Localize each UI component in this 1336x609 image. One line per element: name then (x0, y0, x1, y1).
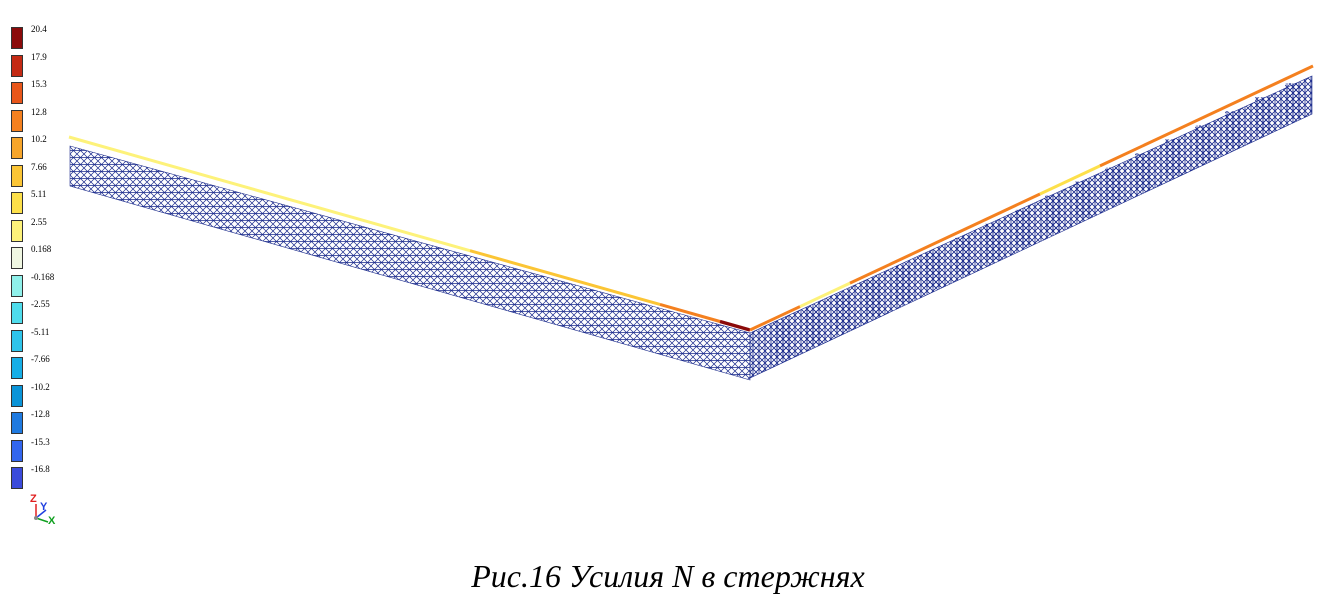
truss-panel-dense (895, 266, 911, 303)
truss-panel-dense (1195, 125, 1211, 162)
structure-model-view (68, 64, 1314, 467)
legend-label: 10.2 (31, 134, 47, 144)
legend-swatch (11, 274, 23, 297)
top-chord-right-segment (749, 305, 801, 332)
legend-swatch (11, 219, 23, 242)
truss-panel-dense (1015, 209, 1031, 246)
legend-label: -2.55 (31, 299, 50, 309)
legend-label: 5.11 (31, 189, 47, 199)
truss-panel-dense (865, 280, 881, 317)
top-chord-right-segment (849, 192, 1041, 285)
columns-group (95, 82, 1289, 467)
top-chord-left-segment (719, 319, 751, 332)
truss-wall-left (69, 145, 751, 381)
axis-x-label: X (48, 515, 56, 527)
top-chord-right-segment (1039, 164, 1101, 196)
truss-panel-dense (1105, 167, 1121, 204)
legend-swatch (11, 137, 23, 159)
legend-label: -10.2 (31, 381, 50, 392)
top-chord-left-segment (68, 135, 471, 253)
legend-swatch (11, 302, 23, 324)
truss-panel-dense (835, 294, 851, 331)
legend-swatch (11, 164, 23, 187)
truss-panel-dense (955, 237, 971, 274)
truss-panel-dense (1045, 195, 1061, 232)
legend-swatch (11, 82, 23, 104)
axis-triad-icon: Z Y X (30, 494, 64, 532)
truss-panel-dense (775, 322, 791, 359)
legend-label: 12.8 (31, 106, 47, 117)
axis-y-label: Y (40, 501, 48, 513)
truss-panel-dense (1135, 153, 1151, 190)
truss-panel-dense (1285, 83, 1301, 120)
legend-swatch (11, 27, 23, 49)
top-chord-right-segment (1099, 64, 1314, 168)
color-legend: 20.4 17.9 15.3 12.8 10.2 7.66 5.11 2.55 0.168 -0.… (0, 0, 60, 489)
legend-label: -0.168 (31, 271, 55, 282)
truss-panel-dense (1075, 181, 1091, 218)
legend-label: 7.66 (31, 161, 47, 172)
truss-panel-dense (985, 223, 1001, 260)
legend-swatch (11, 192, 23, 214)
axis-z-label: Z (30, 493, 37, 505)
legend-swatch (11, 329, 23, 352)
legend-swatch (11, 247, 23, 269)
truss-panel-dense (805, 308, 821, 345)
truss-panel-dense (1165, 139, 1181, 176)
legend-label: 0.168 (31, 244, 52, 254)
legend-label: -5.11 (31, 326, 50, 337)
legend-swatch (11, 109, 23, 132)
legend-swatch (11, 412, 23, 434)
legend-label: -7.66 (31, 354, 50, 364)
top-chord-right-segment (799, 281, 851, 308)
legend-label: 20.4 (31, 24, 47, 34)
legend-label: 2.55 (31, 216, 47, 227)
legend-swatch (11, 467, 23, 489)
truss-panel-dense (925, 251, 941, 288)
truss-panel-dense (1255, 97, 1271, 134)
truss-panel-dense (1225, 111, 1241, 148)
top-chord-group (68, 64, 1314, 332)
legend-label: -12.8 (31, 409, 50, 419)
legend-swatch (11, 439, 23, 462)
legend-label: -16.8 (31, 464, 50, 474)
legend-label: -15.3 (31, 436, 50, 447)
top-chord-left-segment (469, 249, 661, 306)
legend-swatch (11, 357, 23, 379)
truss-walls-group (69, 75, 1313, 381)
legend-swatch (11, 54, 23, 77)
legend-swatch (11, 384, 23, 407)
top-chord-left-segment (659, 303, 721, 323)
figure-caption: Рис.16 Усилия N в стержнях (471, 558, 865, 594)
legend-label: 15.3 (31, 79, 47, 89)
legend-label: 17.9 (31, 51, 47, 62)
